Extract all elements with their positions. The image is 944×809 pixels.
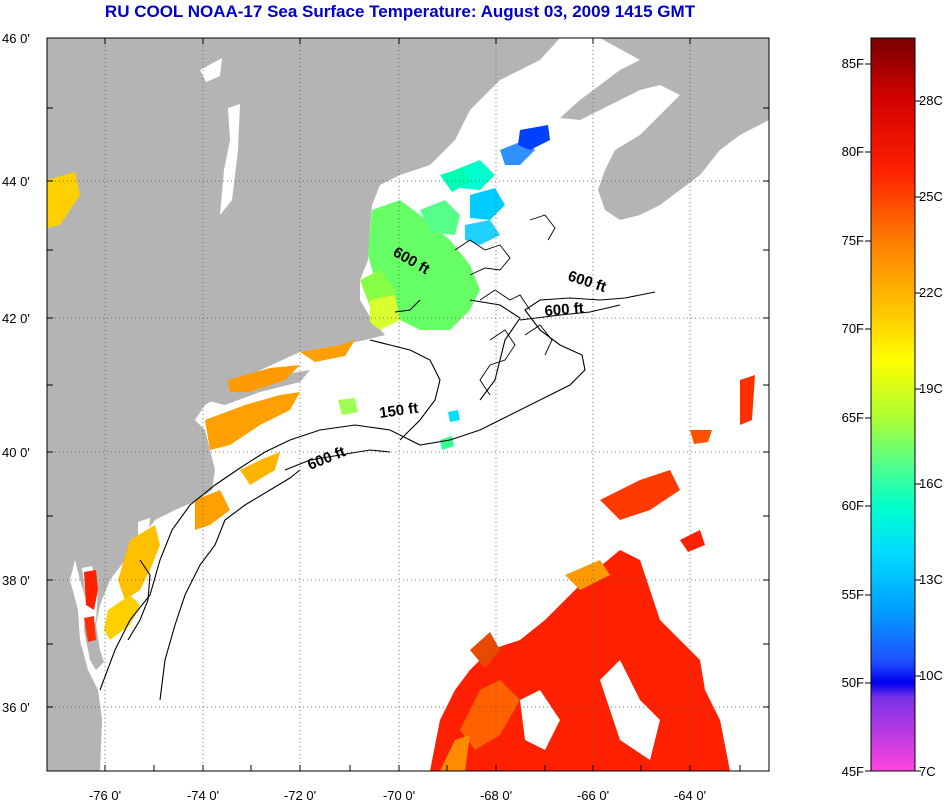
map-title: RU COOL NOAA-17 Sea Surface Temperature:… — [104, 2, 696, 21]
lat-label: 44 0' — [2, 174, 30, 189]
tick-marks — [47, 37, 769, 771]
colorbar-c-label: 19C — [919, 381, 943, 396]
graticule — [47, 38, 769, 771]
colorbar-c-label: 22C — [919, 285, 943, 300]
lat-label: 40 0' — [2, 445, 30, 460]
colorbar-f-label: 75F — [842, 233, 864, 248]
colorbar-c-label: 25C — [919, 189, 943, 204]
colorbar-c-label: 7C — [919, 764, 936, 779]
gulf-of-maine-shoals — [454, 214, 556, 396]
colorbar-f-label: 50F — [842, 675, 864, 690]
latitude-labels: 46 0' 44 0' 42 0' 40 0' 38 0' 36 0' — [2, 31, 30, 715]
colorbar-f-label: 85F — [842, 56, 864, 71]
colorbar-f-label: 80F — [842, 144, 864, 159]
lat-label: 42 0' — [2, 311, 30, 326]
lat-label: 36 0' — [2, 700, 30, 715]
contour-label: 150 ft — [378, 400, 419, 422]
map-frame — [46, 37, 770, 772]
lat-label: 38 0' — [2, 573, 30, 588]
colorbar-f-label: 65F — [842, 410, 864, 425]
lon-label: -74 0' — [187, 788, 219, 803]
colorbar-c-label: 28C — [919, 93, 943, 108]
colorbar-f-label: 45F — [842, 764, 864, 779]
lon-label: -76 0' — [89, 788, 121, 803]
lon-label: -72 0' — [284, 788, 316, 803]
colorbar-gradient — [870, 37, 916, 772]
land-gulf-st-lawrence — [640, 38, 769, 60]
lake-champlain — [220, 104, 240, 215]
colorbar-f-label: 60F — [842, 498, 864, 513]
longitude-labels: -76 0' -74 0' -72 0' -70 0' -68 0' -66 0… — [89, 788, 706, 803]
lon-label: -68 0' — [480, 788, 512, 803]
land-nova-scotia — [560, 38, 769, 220]
lon-label: -66 0' — [577, 788, 609, 803]
contour-label: 600 ft — [544, 300, 585, 320]
inland-lake — [200, 58, 222, 82]
colorbar-c-label: 13C — [919, 572, 943, 587]
lon-label: -70 0' — [383, 788, 415, 803]
bathymetry-contours — [99, 291, 656, 701]
colorbar: 85F 80F 75F 70F 65F 60F 55F 50F 45F 28C … — [842, 37, 943, 779]
sst-warm-gulf-stream — [430, 375, 755, 771]
lat-label: 46 0' — [2, 31, 30, 46]
colorbar-f-label: 55F — [842, 587, 864, 602]
colorbar-fahrenheit-labels: 85F 80F 75F 70F 65F 60F 55F 50F 45F — [842, 56, 864, 779]
colorbar-c-label: 16C — [919, 476, 943, 491]
colorbar-f-label: 70F — [842, 321, 864, 336]
sst-gulf-of-maine — [338, 125, 550, 450]
colorbar-c-label: 10C — [919, 668, 943, 683]
lon-label: -64 0' — [674, 788, 706, 803]
sst-shelf-warm — [47, 172, 355, 642]
land-north-america — [47, 38, 560, 771]
colorbar-celsius-labels: 28C 25C 22C 19C 16C 13C 10C 7C — [919, 93, 943, 779]
